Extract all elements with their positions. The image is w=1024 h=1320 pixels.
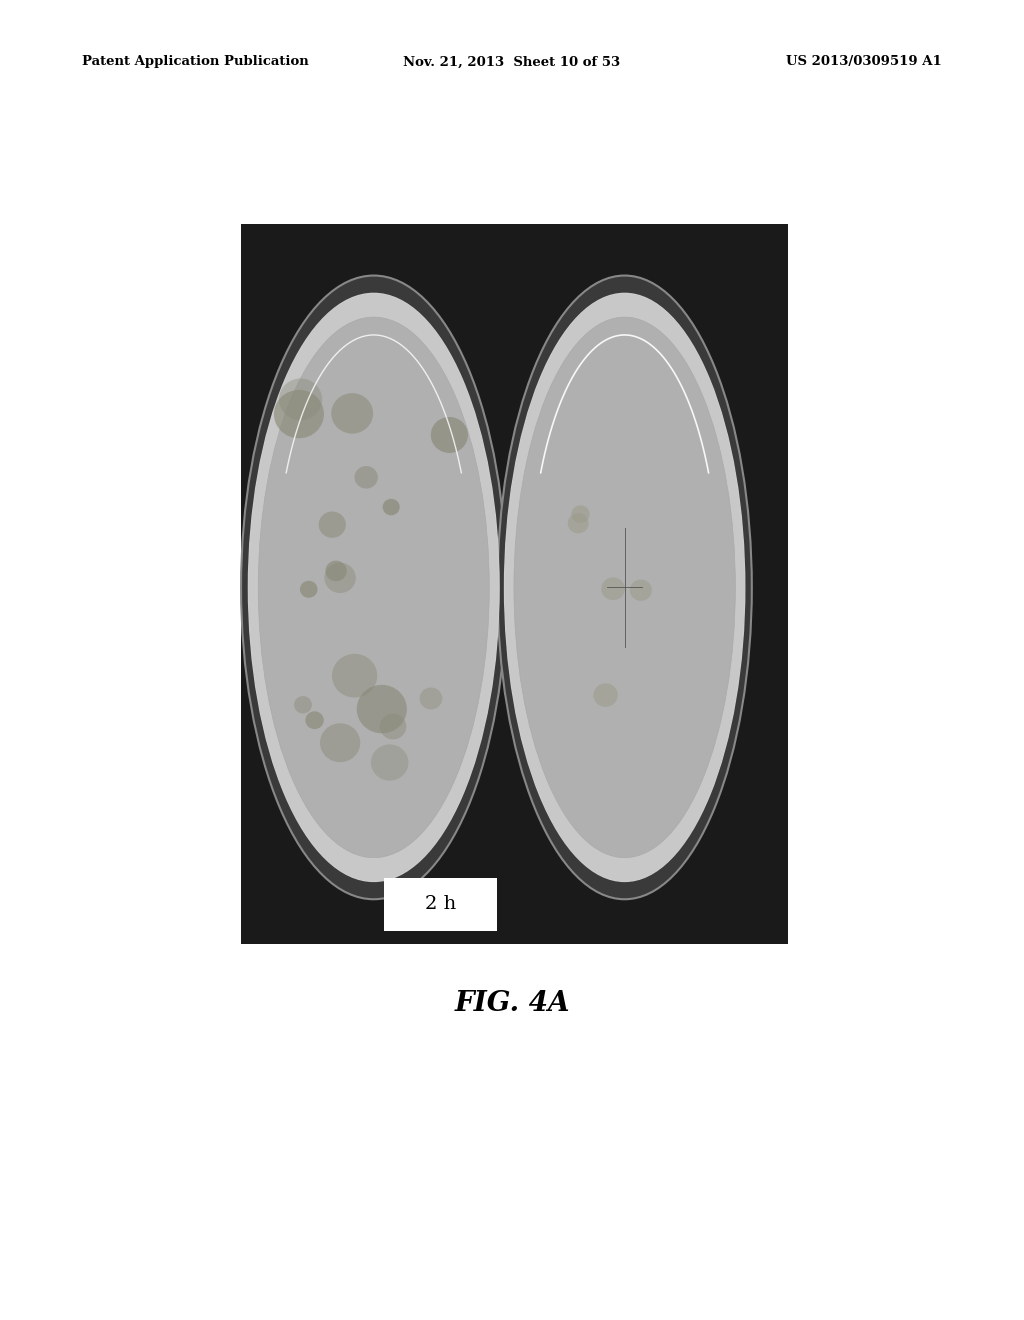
Ellipse shape	[593, 684, 617, 708]
Ellipse shape	[380, 714, 407, 739]
Ellipse shape	[321, 723, 360, 762]
Ellipse shape	[258, 317, 489, 858]
Ellipse shape	[279, 379, 323, 420]
Ellipse shape	[356, 685, 407, 734]
Ellipse shape	[371, 744, 409, 780]
Ellipse shape	[300, 581, 317, 598]
Ellipse shape	[601, 577, 625, 601]
Ellipse shape	[274, 389, 324, 438]
Text: US 2013/0309519 A1: US 2013/0309519 A1	[786, 55, 942, 69]
Ellipse shape	[326, 561, 347, 581]
Ellipse shape	[383, 499, 399, 515]
FancyBboxPatch shape	[241, 224, 788, 944]
Text: FIG. 4A: FIG. 4A	[455, 990, 569, 1016]
Text: 2 h: 2 h	[425, 895, 456, 913]
Ellipse shape	[294, 696, 312, 714]
Ellipse shape	[332, 653, 377, 697]
Ellipse shape	[325, 562, 355, 593]
Ellipse shape	[514, 317, 735, 858]
Text: Patent Application Publication: Patent Application Publication	[82, 55, 308, 69]
Ellipse shape	[420, 688, 442, 709]
Ellipse shape	[354, 466, 378, 488]
Text: Nov. 21, 2013  Sheet 10 of 53: Nov. 21, 2013 Sheet 10 of 53	[403, 55, 621, 69]
Ellipse shape	[318, 511, 346, 537]
Ellipse shape	[571, 506, 590, 523]
Ellipse shape	[567, 513, 589, 533]
Ellipse shape	[505, 293, 744, 882]
Ellipse shape	[498, 276, 752, 899]
Ellipse shape	[241, 276, 507, 899]
FancyBboxPatch shape	[384, 878, 497, 931]
Ellipse shape	[331, 393, 373, 433]
Ellipse shape	[249, 293, 499, 882]
Ellipse shape	[305, 711, 324, 729]
Ellipse shape	[431, 417, 468, 453]
Ellipse shape	[630, 579, 652, 601]
